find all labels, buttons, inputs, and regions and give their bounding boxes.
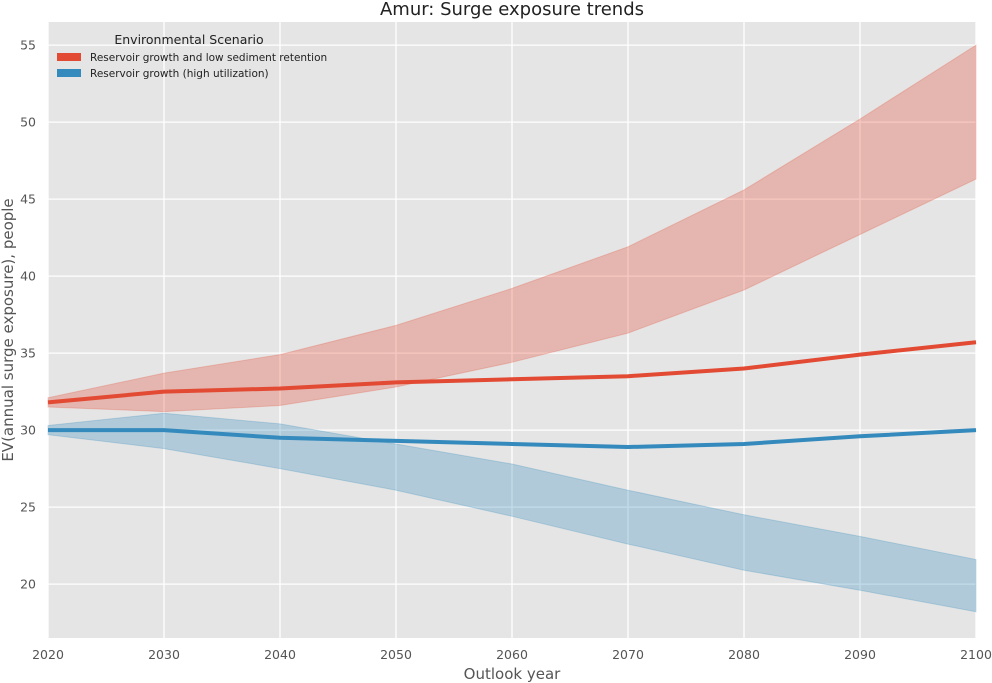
legend-swatch-1 bbox=[57, 53, 81, 61]
x-tick-label: 2070 bbox=[612, 647, 644, 662]
confidence-bands bbox=[47, 44, 977, 613]
legend-label-2: Reservoir growth (high utilization) bbox=[90, 68, 269, 80]
legend-label-1: Reservoir growth and low sediment retent… bbox=[90, 52, 327, 64]
x-tick-label: 2090 bbox=[844, 647, 876, 662]
y-tick-label: 40 bbox=[20, 269, 36, 284]
x-tick-label: 2100 bbox=[960, 647, 992, 662]
x-tick-label: 2020 bbox=[32, 647, 64, 662]
confidence-band-2 bbox=[47, 412, 977, 613]
y-tick-label: 20 bbox=[20, 577, 36, 592]
legend-items: Reservoir growth and low sediment retent… bbox=[57, 52, 327, 80]
y-tick-label: 50 bbox=[20, 115, 36, 130]
x-tick-label: 2030 bbox=[148, 647, 180, 662]
series-lines bbox=[47, 340, 977, 449]
y-tick-label: 45 bbox=[20, 192, 36, 207]
grid bbox=[47, 22, 977, 638]
x-tick-label: 2060 bbox=[496, 647, 528, 662]
confidence-band-1 bbox=[47, 44, 977, 413]
y-tick-label: 55 bbox=[20, 38, 36, 53]
x-tick-label: 2080 bbox=[728, 647, 760, 662]
chart-title: Amur: Surge exposure trends bbox=[380, 0, 644, 20]
x-tick-labels: 2020 2030 2040 2050 2060 2070 2080 2090 2100 bbox=[32, 647, 992, 662]
legend-title: Environmental Scenario bbox=[114, 32, 263, 47]
y-tick-label: 25 bbox=[20, 500, 36, 515]
legend: Environmental Scenario Reservoir growth … bbox=[57, 32, 327, 80]
x-axis-title: Outlook year bbox=[464, 665, 561, 683]
y-tick-labels: 20 25 30 35 40 45 50 55 bbox=[20, 38, 36, 592]
x-tick-label: 2040 bbox=[264, 647, 296, 662]
legend-swatch-2 bbox=[57, 69, 81, 77]
y-axis-title: EV(annual surge exposure), people bbox=[0, 198, 17, 461]
y-tick-label: 30 bbox=[20, 423, 36, 438]
x-tick-label: 2050 bbox=[380, 647, 412, 662]
y-tick-label: 35 bbox=[20, 346, 36, 361]
